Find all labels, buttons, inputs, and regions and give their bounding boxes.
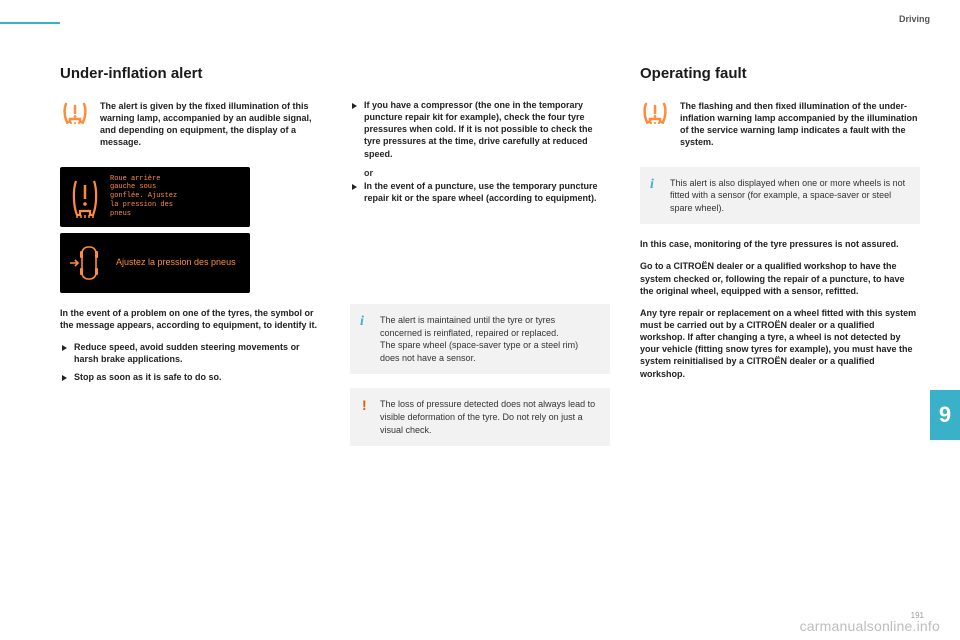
col2-bullets-2: In the event of a puncture, use the temp… bbox=[350, 180, 610, 210]
tpms-warning-icon bbox=[60, 100, 90, 126]
warning-box-text: The loss of pressure detected does not a… bbox=[380, 399, 595, 434]
watermark: carmanualsonline.info bbox=[800, 618, 940, 634]
column-left: Under-inflation alert The alert is given… bbox=[60, 65, 320, 600]
chapter-tab: 9 bbox=[930, 390, 960, 440]
dashboard-screen-2-text: Ajustez la pression des pneus bbox=[116, 257, 236, 269]
tpms-warning-icon bbox=[640, 100, 670, 126]
column-middle: If you have a compressor (the one in the… bbox=[350, 65, 610, 600]
tpms-screen-icon bbox=[68, 175, 102, 219]
dashboard-screenshots: Roue arrière gauche sous gonflée. Ajuste… bbox=[60, 167, 320, 293]
info-icon: i bbox=[650, 175, 654, 195]
dashboard-screen-1-text: Roue arrière gauche sous gonflée. Ajuste… bbox=[110, 175, 177, 219]
dashboard-screen-1: Roue arrière gauche sous gonflée. Ajuste… bbox=[60, 167, 250, 227]
list-item: In the event of a puncture, use the temp… bbox=[350, 180, 610, 204]
header-accent-bar bbox=[0, 22, 60, 24]
info-box-maintained: i The alert is maintained until the tyre… bbox=[350, 304, 610, 374]
or-separator: or bbox=[364, 168, 610, 178]
alert-intro-text: The alert is given by the fixed illumina… bbox=[100, 100, 320, 149]
list-item: If you have a compressor (the one in the… bbox=[350, 99, 610, 160]
dashboard-screen-2: Ajustez la pression des pneus bbox=[60, 233, 250, 293]
heading-operating-fault: Operating fault bbox=[640, 65, 920, 82]
fault-intro: The flashing and then fixed illumination… bbox=[640, 100, 920, 149]
breadcrumb: Driving bbox=[899, 14, 930, 24]
para: In this case, monitoring of the tyre pre… bbox=[640, 238, 920, 250]
warning-icon: ! bbox=[362, 396, 367, 416]
info-box-text: The alert is maintained until the tyre o… bbox=[380, 315, 578, 363]
col3-body: In this case, monitoring of the tyre pre… bbox=[640, 238, 920, 389]
warning-box-pressure: ! The loss of pressure detected does not… bbox=[350, 388, 610, 446]
list-item: Stop as soon as it is safe to do so. bbox=[60, 371, 320, 383]
page-content: Under-inflation alert The alert is given… bbox=[60, 65, 900, 600]
spacer bbox=[350, 65, 610, 99]
fault-intro-text: The flashing and then fixed illumination… bbox=[680, 100, 920, 149]
para: Go to a CITROËN dealer or a qualified wo… bbox=[640, 260, 920, 296]
col2-bullets: If you have a compressor (the one in the… bbox=[350, 99, 610, 166]
below-screens-text: In the event of a problem on one of the … bbox=[60, 307, 320, 331]
para: Any tyre repair or replacement on a whee… bbox=[640, 307, 920, 380]
heading-under-inflation: Under-inflation alert bbox=[60, 65, 320, 82]
spacer bbox=[350, 210, 610, 290]
info-box-sensor: i This alert is also displayed when one … bbox=[640, 167, 920, 225]
info-icon: i bbox=[360, 312, 364, 332]
list-item: Reduce speed, avoid sudden steering move… bbox=[60, 341, 320, 365]
car-top-icon bbox=[68, 241, 108, 285]
info-box-text: This alert is also displayed when one or… bbox=[670, 178, 905, 213]
column-right: Operating fault The flashing and then fi… bbox=[640, 65, 920, 600]
alert-intro: The alert is given by the fixed illumina… bbox=[60, 100, 320, 149]
col1-bullets: Reduce speed, avoid sudden steering move… bbox=[60, 341, 320, 389]
